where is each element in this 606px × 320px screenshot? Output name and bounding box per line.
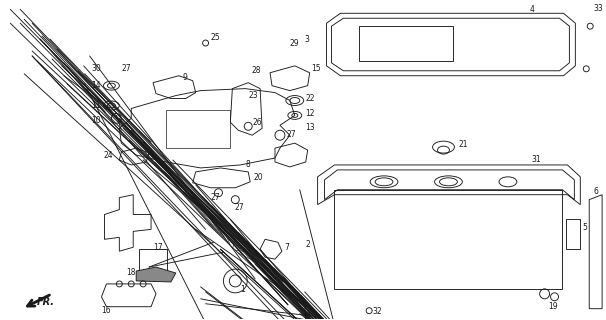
Text: 1: 1 bbox=[241, 285, 245, 294]
Bar bbox=[166, 110, 230, 148]
Text: 27: 27 bbox=[235, 203, 244, 212]
Text: 4: 4 bbox=[530, 5, 534, 14]
Bar bbox=[359, 26, 453, 61]
Text: FR.: FR. bbox=[37, 297, 55, 307]
Text: 32: 32 bbox=[372, 307, 382, 316]
Text: 13: 13 bbox=[305, 123, 315, 132]
Text: 21: 21 bbox=[458, 140, 468, 148]
Text: 27: 27 bbox=[287, 130, 296, 139]
Polygon shape bbox=[136, 267, 176, 282]
Text: 28: 28 bbox=[251, 66, 261, 75]
Text: 27: 27 bbox=[121, 64, 131, 73]
Bar bbox=[139, 249, 167, 271]
Text: 19: 19 bbox=[548, 302, 558, 311]
Text: 23: 23 bbox=[248, 91, 258, 100]
Text: 6: 6 bbox=[593, 187, 598, 196]
Text: 9: 9 bbox=[183, 73, 188, 82]
Text: 26: 26 bbox=[252, 118, 262, 127]
Text: 18: 18 bbox=[126, 268, 136, 276]
Text: 30: 30 bbox=[92, 64, 101, 73]
Bar bbox=[567, 220, 581, 249]
Text: 24: 24 bbox=[104, 150, 113, 160]
Text: 12: 12 bbox=[305, 109, 315, 118]
Text: 29: 29 bbox=[290, 38, 299, 48]
Text: 33: 33 bbox=[593, 4, 603, 13]
Text: 11: 11 bbox=[92, 101, 101, 110]
Text: 10: 10 bbox=[92, 116, 101, 125]
Text: 15: 15 bbox=[311, 64, 321, 73]
Text: 22: 22 bbox=[305, 94, 315, 103]
Text: 5: 5 bbox=[582, 223, 587, 232]
Text: 3: 3 bbox=[305, 35, 310, 44]
Text: 31: 31 bbox=[531, 156, 541, 164]
Text: 8: 8 bbox=[245, 160, 250, 170]
Text: 17: 17 bbox=[153, 243, 162, 252]
Text: 27: 27 bbox=[210, 193, 220, 202]
Text: 7: 7 bbox=[284, 243, 289, 252]
Text: 2: 2 bbox=[305, 240, 310, 249]
Text: 20: 20 bbox=[253, 173, 263, 182]
Text: 16: 16 bbox=[101, 306, 111, 315]
Text: 14: 14 bbox=[92, 81, 101, 90]
Text: 25: 25 bbox=[210, 33, 220, 42]
